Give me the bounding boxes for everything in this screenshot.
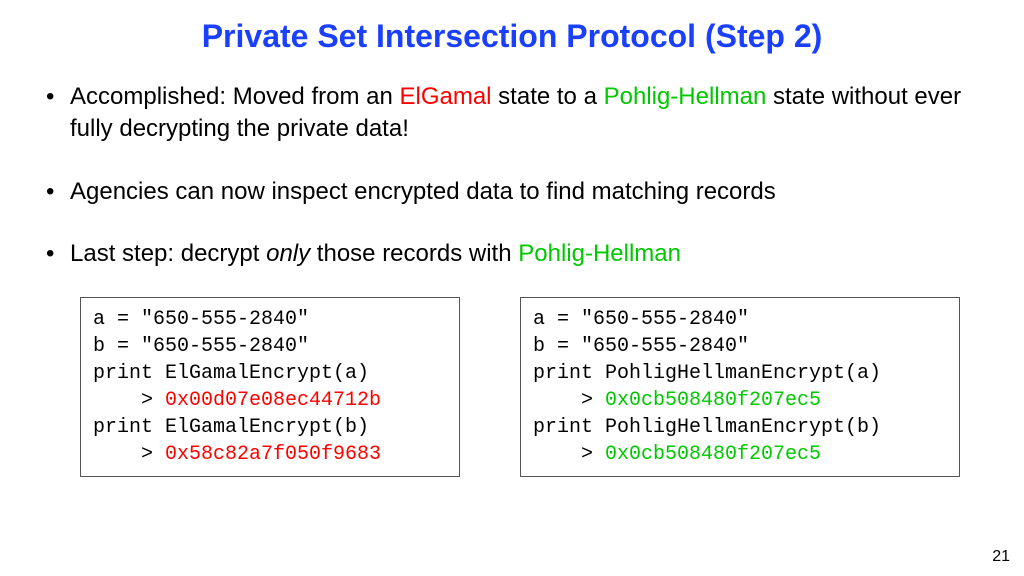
code-box-pohlig: a = "650-555-2840" b = "650-555-2840" pr… <box>520 297 960 477</box>
code-line: print PohligHellmanEncrypt(a) <box>533 362 881 385</box>
bullet-3: Last step: decrypt only those records wi… <box>46 238 988 270</box>
bullet-2: Agencies can now inspect encrypted data … <box>46 176 988 208</box>
bullet-3-mid: those records with <box>310 240 518 267</box>
code-line: b = "650-555-2840" <box>533 335 749 358</box>
bullet-list: Accomplished: Moved from an ElGamal stat… <box>36 81 988 271</box>
bullet-1-mid: state to a <box>492 83 604 110</box>
bullet-3-only: only <box>266 240 310 267</box>
code-output: 0x58c82a7f050f9683 <box>165 443 381 466</box>
code-line: print ElGamalEncrypt(b) <box>93 416 369 439</box>
code-line: > <box>93 389 165 412</box>
bullet-3-pre: Last step: decrypt <box>70 240 266 267</box>
page-number: 21 <box>992 548 1010 566</box>
bullet-1: Accomplished: Moved from an ElGamal stat… <box>46 81 988 146</box>
code-output: 0x00d07e08ec44712b <box>165 389 381 412</box>
code-line: > <box>533 389 605 412</box>
code-output: 0x0cb508480f207ec5 <box>605 443 821 466</box>
code-line: > <box>93 443 165 466</box>
code-line: a = "650-555-2840" <box>533 308 749 331</box>
code-line: a = "650-555-2840" <box>93 308 309 331</box>
slide-title: Private Set Intersection Protocol (Step … <box>36 18 988 55</box>
bullet-1-pre: Accomplished: Moved from an <box>70 83 399 110</box>
bullet-3-pohlig: Pohlig-Hellman <box>518 240 681 267</box>
code-line: b = "650-555-2840" <box>93 335 309 358</box>
code-box-elgamal: a = "650-555-2840" b = "650-555-2840" pr… <box>80 297 460 477</box>
bullet-1-pohlig: Pohlig-Hellman <box>604 83 767 110</box>
code-line: print PohligHellmanEncrypt(b) <box>533 416 881 439</box>
bullet-1-elgamal: ElGamal <box>399 83 491 110</box>
code-line: print ElGamalEncrypt(a) <box>93 362 369 385</box>
code-output: 0x0cb508480f207ec5 <box>605 389 821 412</box>
code-row: a = "650-555-2840" b = "650-555-2840" pr… <box>36 297 988 477</box>
slide: Private Set Intersection Protocol (Step … <box>0 0 1024 576</box>
code-line: > <box>533 443 605 466</box>
